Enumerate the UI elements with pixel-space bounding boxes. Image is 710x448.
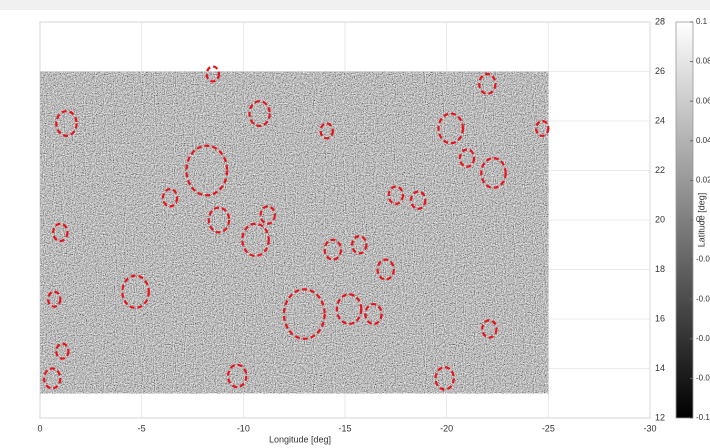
colorbar-tick-label: -0.04	[696, 294, 710, 303]
y-tick-label: 28	[655, 16, 665, 26]
colorbar-tick-label: 0.1	[696, 17, 708, 26]
crater	[409, 190, 427, 210]
colorbar-tick-label: -0.08	[696, 374, 710, 383]
x-tick-label: 0	[37, 423, 42, 433]
colorbar-tick-label: 0.08	[696, 57, 710, 66]
crater	[52, 222, 69, 243]
crater	[351, 234, 368, 255]
crater	[481, 319, 498, 339]
y-tick-label: 26	[655, 66, 665, 76]
crater	[248, 100, 271, 128]
x-axis-label: Longitude [deg]	[269, 434, 331, 444]
x-tick-label: -25	[542, 423, 555, 433]
crater	[121, 274, 150, 309]
crater	[364, 303, 383, 326]
image	[40, 71, 549, 394]
y-tick-label: 16	[655, 313, 665, 323]
colorbar-tick-label: -0.06	[696, 334, 710, 343]
crater	[55, 342, 70, 360]
crater	[205, 65, 221, 83]
colorbar-tick-label: 0.04	[696, 136, 710, 145]
y-tick-label: 14	[655, 363, 665, 373]
colorbar-tick-label: 0.06	[696, 96, 710, 105]
crater	[376, 258, 395, 281]
colorbar-tick-label: -0.02	[696, 255, 710, 264]
x-tick-label: -5	[138, 423, 146, 433]
crater	[434, 366, 455, 391]
crater	[241, 222, 270, 257]
y-tick-label: 12	[655, 412, 665, 422]
crater	[437, 112, 465, 145]
crater	[335, 293, 363, 326]
crater	[185, 144, 229, 197]
crater	[319, 122, 334, 140]
x-tick-label: -20	[440, 423, 453, 433]
x-tick-label: -30	[643, 423, 656, 433]
y-tick-label: 24	[655, 115, 665, 125]
crater	[42, 367, 62, 390]
crater	[282, 288, 326, 340]
crater	[535, 119, 550, 137]
crater	[259, 205, 276, 225]
colorbar-tick-label: 0.02	[696, 176, 710, 185]
crater	[55, 109, 78, 137]
y-tick-label: 18	[655, 264, 665, 274]
y-tick-label: 20	[655, 214, 665, 224]
crater	[226, 363, 248, 389]
y-axis-label: Latitude [deg]	[696, 193, 706, 248]
crater	[207, 206, 231, 234]
x-tick-label: -10	[237, 423, 250, 433]
figure-band	[0, 0, 710, 10]
y-tick-label: 22	[655, 165, 665, 175]
x-tick-label: -15	[338, 423, 351, 433]
colorbar-tick-label: -0.1	[696, 413, 710, 422]
crater	[47, 290, 62, 308]
crater	[478, 72, 497, 95]
crater	[323, 238, 343, 261]
crater	[161, 187, 179, 208]
crater	[387, 185, 405, 206]
crater	[458, 148, 476, 168]
crater	[480, 157, 507, 189]
colorbar-tick-label: 0	[696, 215, 701, 224]
